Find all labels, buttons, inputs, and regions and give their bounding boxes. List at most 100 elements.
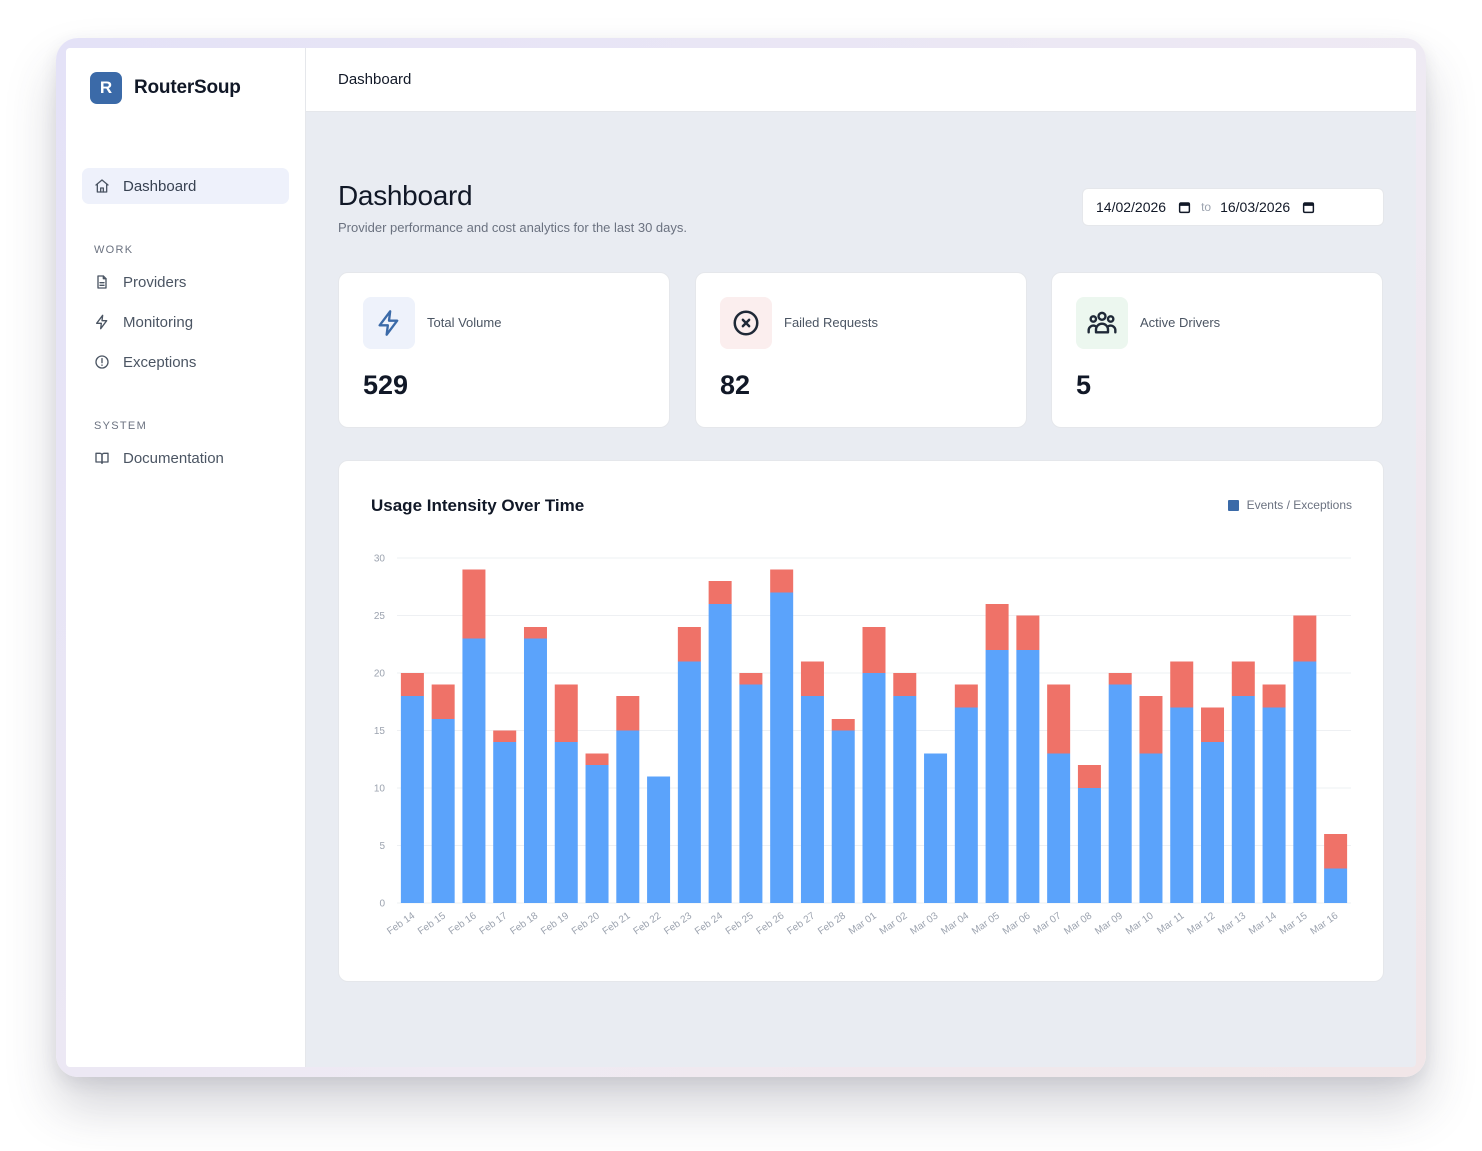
bar-exceptions [1324, 834, 1348, 869]
y-tick-label: 5 [379, 841, 385, 852]
date-to-input[interactable]: 16/03/2026 [1220, 199, 1315, 215]
bar-events [1293, 661, 1317, 903]
y-tick-label: 20 [374, 669, 386, 680]
bar-events [1201, 742, 1225, 903]
bar-exceptions [677, 627, 701, 662]
stat-icon-box [1076, 297, 1128, 349]
bar-events [1324, 868, 1348, 903]
x-tick-label: Mar 12 [1185, 910, 1217, 937]
bar-events [647, 776, 671, 903]
x-tick-label: Mar 03 [908, 910, 940, 937]
stat-card-total-volume: Total Volume 529 [338, 272, 670, 428]
bar-events [400, 696, 424, 903]
bar-exceptions [1108, 673, 1132, 685]
date-range-picker: 14/02/2026 to 16/03/2026 [1082, 188, 1384, 226]
stat-label: Failed Requests [784, 315, 878, 330]
bar-events [1047, 753, 1071, 903]
bar-exceptions [1231, 661, 1255, 696]
x-circle-icon [733, 310, 759, 336]
y-tick-label: 30 [374, 554, 386, 565]
sidebar: R RouterSoup Dashboard WORK Providers Mo… [66, 48, 306, 1067]
x-tick-label: Feb 25 [724, 910, 756, 937]
stat-card-active-drivers: Active Drivers 5 [1051, 272, 1383, 428]
stat-label: Total Volume [427, 315, 502, 330]
x-tick-label: Mar 05 [970, 910, 1002, 937]
page-subtitle: Provider performance and cost analytics … [338, 220, 688, 235]
x-tick-label: Feb 27 [785, 910, 817, 937]
bar-events [1108, 684, 1132, 903]
bar-events [800, 696, 824, 903]
bar-events [862, 673, 886, 903]
x-tick-label: Feb 19 [539, 910, 571, 937]
bar-events [985, 650, 1009, 903]
bar-exceptions [616, 696, 640, 731]
bar-events [1077, 788, 1101, 903]
nav-section-work: WORK [94, 244, 134, 256]
y-tick-label: 0 [379, 899, 385, 910]
y-tick-label: 10 [374, 784, 386, 795]
sidebar-item-providers[interactable]: Providers [82, 264, 289, 300]
bar-exceptions [893, 673, 917, 696]
sidebar-item-label: Monitoring [123, 313, 194, 331]
bar-exceptions [985, 604, 1009, 650]
x-tick-label: Mar 02 [878, 910, 910, 937]
bar-exceptions [708, 581, 732, 604]
home-icon [95, 179, 109, 193]
bar-exceptions [585, 753, 609, 765]
stat-label: Active Drivers [1140, 315, 1221, 330]
book-icon [95, 452, 109, 464]
chart-legend[interactable]: Events / Exceptions [1227, 498, 1352, 512]
date-to-value: 16/03/2026 [1220, 199, 1291, 215]
x-tick-label: Feb 15 [416, 910, 448, 937]
x-tick-label: Mar 15 [1278, 910, 1310, 937]
bar-exceptions [862, 627, 886, 673]
x-tick-label: Feb 26 [755, 910, 787, 937]
x-tick-label: Mar 04 [939, 910, 971, 937]
nav-section-system: SYSTEM [94, 420, 148, 432]
bar-exceptions [400, 673, 424, 696]
sidebar-item-exceptions[interactable]: Exceptions [82, 344, 289, 380]
bar-exceptions [493, 730, 517, 742]
x-tick-label: Feb 20 [570, 910, 602, 937]
bar-events [554, 742, 578, 903]
bar-events [770, 592, 794, 903]
bolt-icon [378, 310, 399, 336]
stat-icon-box [720, 297, 772, 349]
stat-value: 5 [1076, 370, 1092, 400]
bar-exceptions [1201, 707, 1225, 742]
bar-events [1231, 696, 1255, 903]
bar-exceptions [1077, 765, 1101, 788]
bar-events [1262, 707, 1286, 903]
bar-exceptions [1047, 684, 1071, 754]
x-tick-label: Mar 13 [1216, 910, 1248, 937]
bar-events [831, 730, 855, 903]
page-title: Dashboard [338, 180, 473, 211]
calendar-icon[interactable] [1178, 201, 1191, 214]
date-from-input[interactable]: 14/02/2026 [1096, 199, 1191, 215]
bar-exceptions [770, 569, 794, 593]
breadcrumb: Dashboard [338, 71, 412, 88]
bar-exceptions [554, 684, 578, 742]
brand-logo: R [90, 72, 122, 104]
x-tick-label: Feb 17 [478, 910, 510, 937]
file-icon [97, 275, 107, 289]
sidebar-item-monitoring[interactable]: Monitoring [82, 304, 289, 340]
x-tick-label: Mar 14 [1247, 910, 1279, 937]
bar-events [954, 707, 978, 903]
bar-events [431, 719, 455, 903]
bar-events [523, 638, 547, 903]
sidebar-item-documentation[interactable]: Documentation [82, 440, 289, 476]
chart-title: Usage Intensity Over Time [371, 496, 585, 515]
bar-events [893, 696, 917, 903]
date-from-value: 14/02/2026 [1096, 199, 1167, 215]
alert-circle-icon [95, 355, 109, 369]
x-tick-label: Mar 06 [1001, 910, 1033, 937]
calendar-icon[interactable] [1302, 201, 1315, 214]
brand[interactable]: R RouterSoup [90, 72, 241, 104]
x-tick-label: Feb 24 [693, 910, 725, 937]
bar-events [1170, 707, 1194, 903]
bar-exceptions [1293, 615, 1317, 662]
bar-events [616, 730, 640, 903]
x-tick-label: Feb 28 [816, 910, 848, 937]
sidebar-item-dashboard[interactable]: Dashboard [82, 168, 289, 204]
